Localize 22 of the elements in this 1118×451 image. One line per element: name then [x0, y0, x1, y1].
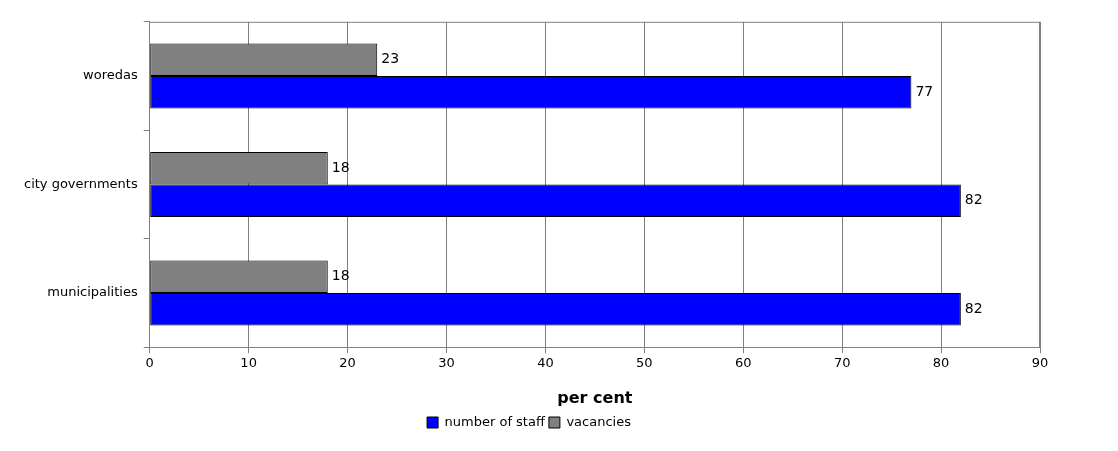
x-tick-label: 0 — [145, 355, 154, 371]
x-axis-title: per cent — [557, 387, 633, 407]
data-label: 82 — [964, 299, 983, 316]
x-tick-label: 90 — [1031, 355, 1049, 371]
y-tick-label: woredas — [83, 67, 138, 83]
x-tick-label: 40 — [537, 355, 554, 371]
legend-label: vacancies — [566, 413, 632, 429]
data-label: 82 — [964, 191, 983, 208]
y-tick-label: municipalities — [47, 284, 138, 300]
x-tick-label: 50 — [636, 355, 653, 371]
data-label: 23 — [381, 50, 400, 67]
legend-label: number of staff — [444, 413, 546, 429]
x-tick-label: 10 — [240, 355, 257, 371]
y-tick-label: city governments — [23, 175, 138, 191]
data-label: 18 — [331, 158, 350, 175]
x-tick-label: 80 — [932, 355, 950, 371]
data-label: 77 — [915, 82, 934, 99]
x-tick-label: 20 — [339, 355, 356, 371]
data-label: 18 — [331, 267, 350, 284]
x-tick-label: 30 — [438, 355, 455, 371]
x-tick-label: 60 — [734, 355, 752, 371]
x-tick-label: 70 — [833, 355, 851, 371]
